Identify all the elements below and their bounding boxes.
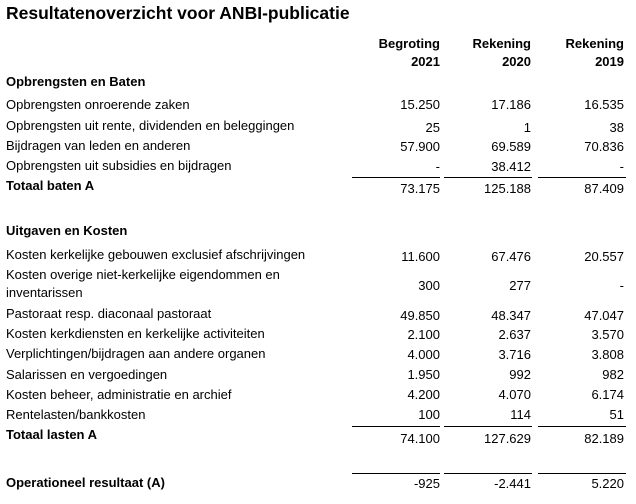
- row-label: Kosten overige niet-kerkelijke eigendomm…: [6, 267, 280, 300]
- cell-value: -925: [413, 476, 440, 491]
- row-label: Rentelasten/bankkosten: [6, 407, 146, 422]
- cell-value: -: [435, 159, 440, 174]
- subtotal-rule: [444, 177, 532, 178]
- cell-value: 15.250: [400, 97, 440, 112]
- cell-value: 49.850: [400, 308, 440, 323]
- result-rule: [444, 473, 532, 474]
- cell-value: 48.347: [491, 308, 531, 323]
- cell-value: 5.220: [591, 476, 624, 491]
- cell-value: 125.188: [484, 181, 531, 196]
- cell-value: 38: [609, 120, 624, 135]
- row-label: Opbrengsten uit subsidies en bijdragen: [6, 158, 232, 173]
- section-heading-baten: Opbrengsten en Baten: [6, 74, 146, 89]
- subtotal-rule: [538, 426, 626, 427]
- cell-value: 4.070: [498, 387, 531, 402]
- col-header-year: 2019: [595, 54, 624, 69]
- cell-value: -2.441: [494, 476, 531, 491]
- row-label: Bijdragen van leden en anderen: [6, 138, 191, 153]
- cell-value: 100: [418, 407, 440, 422]
- row-label: Verplichtingen/bijdragen aan andere orga…: [6, 346, 266, 361]
- cell-value: 73.175: [400, 181, 440, 196]
- row-label: Kosten beheer, administratie en archief: [6, 387, 232, 402]
- cell-value: 69.589: [491, 139, 531, 154]
- col-header-year: 2020: [502, 54, 531, 69]
- col-header-label: Rekening: [472, 36, 531, 51]
- section-heading-lasten: Uitgaven en Kosten: [6, 223, 128, 238]
- cell-value: 47.047: [584, 308, 624, 323]
- cell-value: 74.100: [400, 431, 440, 446]
- cell-value: 114: [510, 407, 531, 422]
- cell-value: 17.186: [491, 97, 531, 112]
- cell-value: 20.557: [584, 249, 624, 264]
- row-label: Totaal lasten A: [6, 427, 98, 442]
- cell-value: 16.535: [584, 97, 624, 112]
- cell-value: 87.409: [584, 181, 624, 196]
- cell-value: -: [619, 278, 624, 293]
- col-header-label: Begroting: [378, 36, 440, 51]
- row-label: Operationeel resultaat (A): [6, 475, 165, 490]
- subtotal-rule: [352, 177, 440, 178]
- cell-value: 38.412: [491, 159, 531, 174]
- row-label: Totaal baten A: [6, 178, 95, 193]
- row-label: Kosten kerkelijke gebouwen exclusief afs…: [6, 247, 306, 262]
- row-label: Kosten kerkdiensten en kerkelijke activi…: [6, 326, 265, 341]
- cell-value: 127.629: [484, 431, 531, 446]
- cell-value: 3.716: [498, 347, 531, 362]
- cell-value: 4.000: [407, 347, 440, 362]
- col-header-label: Rekening: [565, 36, 624, 51]
- cell-value: 1.950: [407, 367, 440, 382]
- result-rule: [352, 473, 440, 474]
- row-label: Salarissen en vergoedingen: [6, 367, 168, 382]
- cell-value: 11.600: [401, 249, 440, 264]
- cell-value: 57.900: [400, 139, 440, 154]
- cell-value: 992: [509, 367, 531, 382]
- cell-value: 67.476: [491, 249, 531, 264]
- cell-value: 277: [509, 278, 531, 293]
- col-header-year: 2021: [411, 54, 440, 69]
- subtotal-rule: [352, 426, 440, 427]
- page-title: Resultatenoverzicht voor ANBI-publicatie: [6, 3, 350, 23]
- subtotal-rule: [538, 177, 626, 178]
- cell-value: 2.100: [407, 327, 440, 342]
- result-rule: [538, 473, 626, 474]
- cell-value: 4.200: [407, 387, 440, 402]
- cell-value: 300: [418, 278, 440, 293]
- cell-value: 3.570: [591, 327, 624, 342]
- cell-value: 51: [609, 407, 624, 422]
- cell-value: 982: [602, 367, 624, 382]
- cell-value: 6.174: [591, 387, 624, 402]
- cell-value: 70.836: [584, 139, 624, 154]
- cell-value: 2.637: [498, 327, 531, 342]
- subtotal-rule: [444, 426, 532, 427]
- row-label: Opbrengsten uit rente, dividenden en bel…: [6, 118, 295, 133]
- row-label: Pastoraat resp. diaconaal pastoraat: [6, 306, 212, 321]
- row-label: Opbrengsten onroerende zaken: [6, 97, 190, 112]
- cell-value: 3.808: [591, 347, 624, 362]
- cell-value: 25: [425, 120, 440, 135]
- cell-value: 82.189: [584, 431, 624, 446]
- cell-value: 1: [523, 120, 531, 135]
- cell-value: -: [619, 159, 624, 174]
